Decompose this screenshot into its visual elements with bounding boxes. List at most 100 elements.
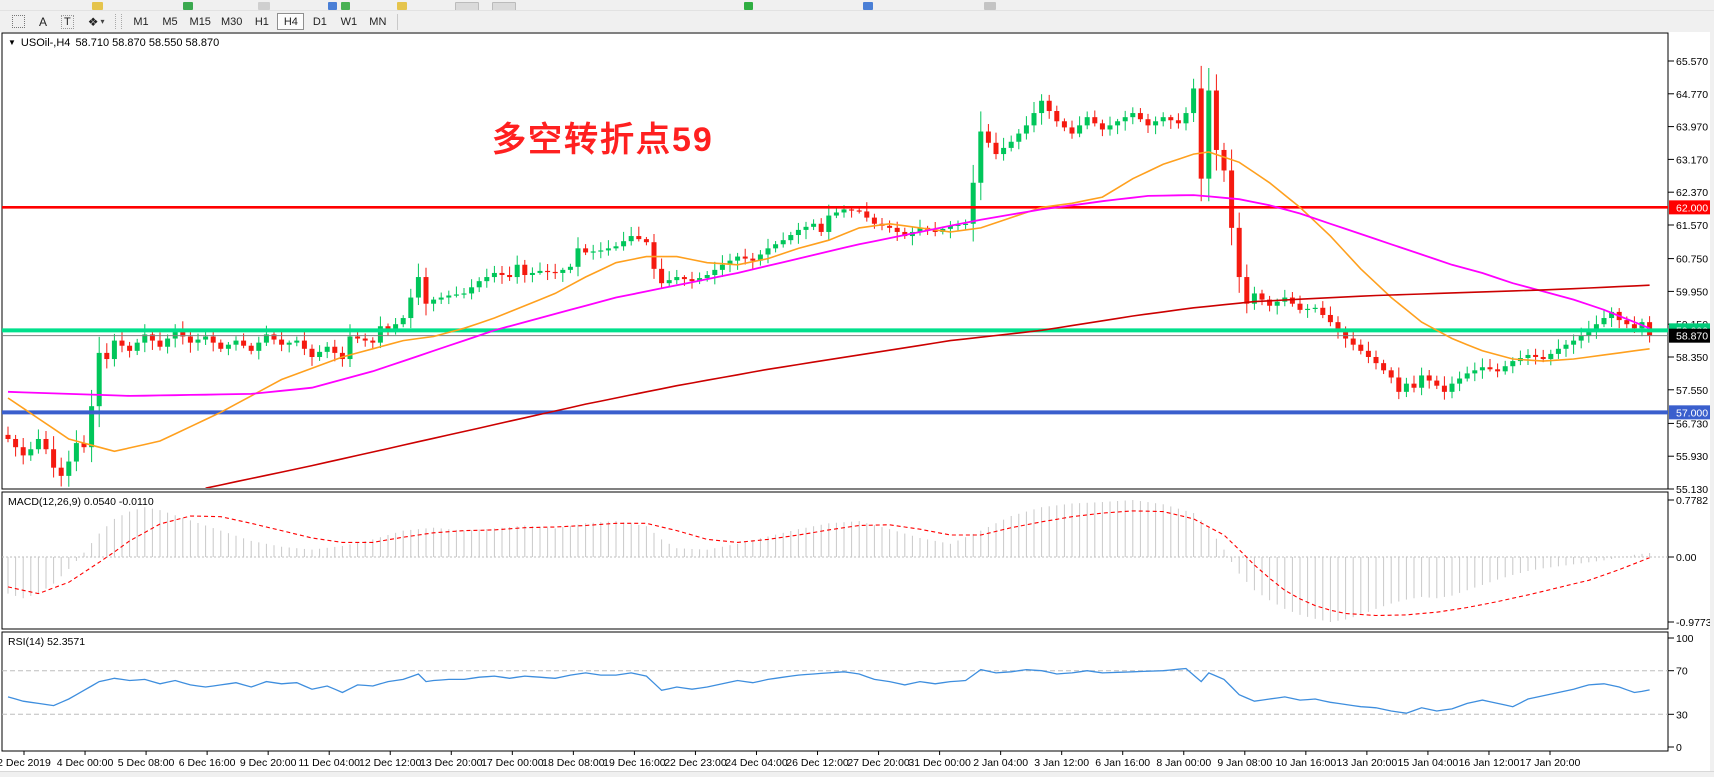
timeframe-button-m15[interactable]: M15 [186,13,215,30]
candle-body [978,131,984,183]
timeframe-button-m1[interactable]: M1 [128,13,155,30]
candle-body [1540,356,1546,360]
candle-body [1198,88,1204,179]
chart-text-annotation[interactable]: 多空转折点59 [492,121,714,159]
candle-body [1221,149,1227,171]
price-axis-label: 62.370 [1676,187,1708,199]
candle-body [294,340,300,343]
candle-body [552,271,558,274]
timeframe-button-m5[interactable]: M5 [157,13,184,30]
candle-body [773,244,779,249]
candle-body [142,334,148,343]
price-axis-label: 55.130 [1676,484,1708,496]
candle-body [621,241,627,247]
toolbar-icon-fragment [984,2,996,10]
candle-body [636,236,642,240]
main-chart-pane[interactable] [1,32,1669,490]
candle-body [1449,383,1455,392]
candle-body [1441,385,1447,392]
price-axis-label: 63.170 [1676,154,1708,166]
candle-body [491,272,497,278]
toolbar-icon-fragment [397,2,407,10]
price-axis-label: 58.350 [1676,352,1708,364]
time-axis-label: 18 Dec 08:00 [542,757,605,769]
candle-body [674,277,680,281]
chart-dropdown-icon[interactable]: ▼ [8,38,16,47]
candle-body [1419,375,1425,388]
timeframe-button-h1[interactable]: H1 [248,13,275,30]
candle-body [1289,297,1295,304]
candle-body [241,340,247,346]
candle-body [1578,335,1584,341]
candle-body [1191,88,1197,114]
candle-body [788,235,794,241]
timeframe-button-m30[interactable]: M30 [217,13,246,30]
candle-body [469,287,475,294]
candle-body [1510,361,1516,367]
candle-body [1046,100,1052,112]
text-label-tool-button[interactable]: A [32,13,54,31]
candle-body [73,443,79,462]
candle-body [1320,307,1326,315]
candle-body [628,236,634,242]
candle-body [210,336,216,343]
candle-body [332,346,338,353]
candle-body [165,338,171,347]
time-axis[interactable]: 2 Dec 2019 4 Dec 00:00 5 Dec 08:00 6 Dec 16… [0,751,1581,769]
macd-indicator-label: MACD(12,26,9) 0.0540 -0.0110 [8,496,154,508]
candle-body [89,406,95,448]
price-tag-62.000 [1669,200,1710,215]
price-axis[interactable]: 65.570 64.770 63.970 63.170 62.370 61.570 60.7… [1668,56,1712,754]
text-tool-icon: T [61,14,74,29]
candle-body [1061,121,1067,128]
rsi-pane[interactable] [1,631,1669,752]
time-axis-label: 17 Jan 20:00 [1520,757,1581,769]
price-axis-label: 57.550 [1676,385,1708,397]
chart-title: ▼ USOil-,H4 58.710 58.870 58.550 58.870 [8,37,219,49]
timeframes-toolbar: A T ❖ ▾ M1 M5 M15 M30 H1 H4 D1 W1 MN [0,11,1714,32]
bottom-window-edge [0,771,1714,777]
time-axis-label: 26 Dec 12:00 [786,757,849,769]
time-axis-label: 6 Dec 16:00 [179,757,236,769]
text-tool-button[interactable]: T [54,13,81,31]
rsi-axis-label: 100 [1676,633,1694,645]
time-axis-label: 6 Jan 16:00 [1095,757,1150,769]
candle-body [1115,121,1121,126]
rsi-line [7,667,1650,714]
rsi-indicator-label: RSI(14) 52.3571 [8,636,86,648]
ma-slow-darkred-line [205,284,1650,488]
macd-histogram [7,500,1651,622]
candle-body [605,248,611,251]
timeframe-button-d1[interactable]: D1 [306,13,333,30]
candle-body [58,467,64,476]
toolbar-icon-fragment [183,2,193,10]
time-axis-label: 9 Dec 20:00 [240,757,297,769]
time-axis-label: 4 Dec 00:00 [57,757,114,769]
timeframe-button-w1[interactable]: W1 [335,13,362,30]
candle-body [1457,378,1463,384]
macd-axis-label: -0.9773 [1676,617,1712,629]
timeframe-button-mn[interactable]: MN [364,13,391,30]
rsi-axis-label: 30 [1676,709,1688,721]
marquee-tool-button[interactable] [5,13,32,31]
candle-body [5,434,11,439]
ma-mid-magenta-line [7,194,1650,397]
candle-body [1244,277,1250,304]
candle-body [1533,354,1539,357]
price-axis-label: 61.570 [1676,220,1708,232]
ma-fast-orange-line [7,151,1650,453]
candle-body [803,226,809,230]
arrows-tool-button[interactable]: ❖ ▾ [81,13,112,31]
timeframe-button-h4[interactable]: H4 [277,13,305,30]
time-axis-label: 31 Dec 00:00 [908,757,971,769]
candle-body [704,275,710,279]
toolbar-grip[interactable] [114,14,122,29]
clipped-standard-toolbar [0,0,1714,11]
macd-pane[interactable] [1,491,1669,630]
candle-body [134,342,140,351]
candle-body [279,339,285,345]
candle-body [248,345,254,351]
candle-body [51,449,57,468]
